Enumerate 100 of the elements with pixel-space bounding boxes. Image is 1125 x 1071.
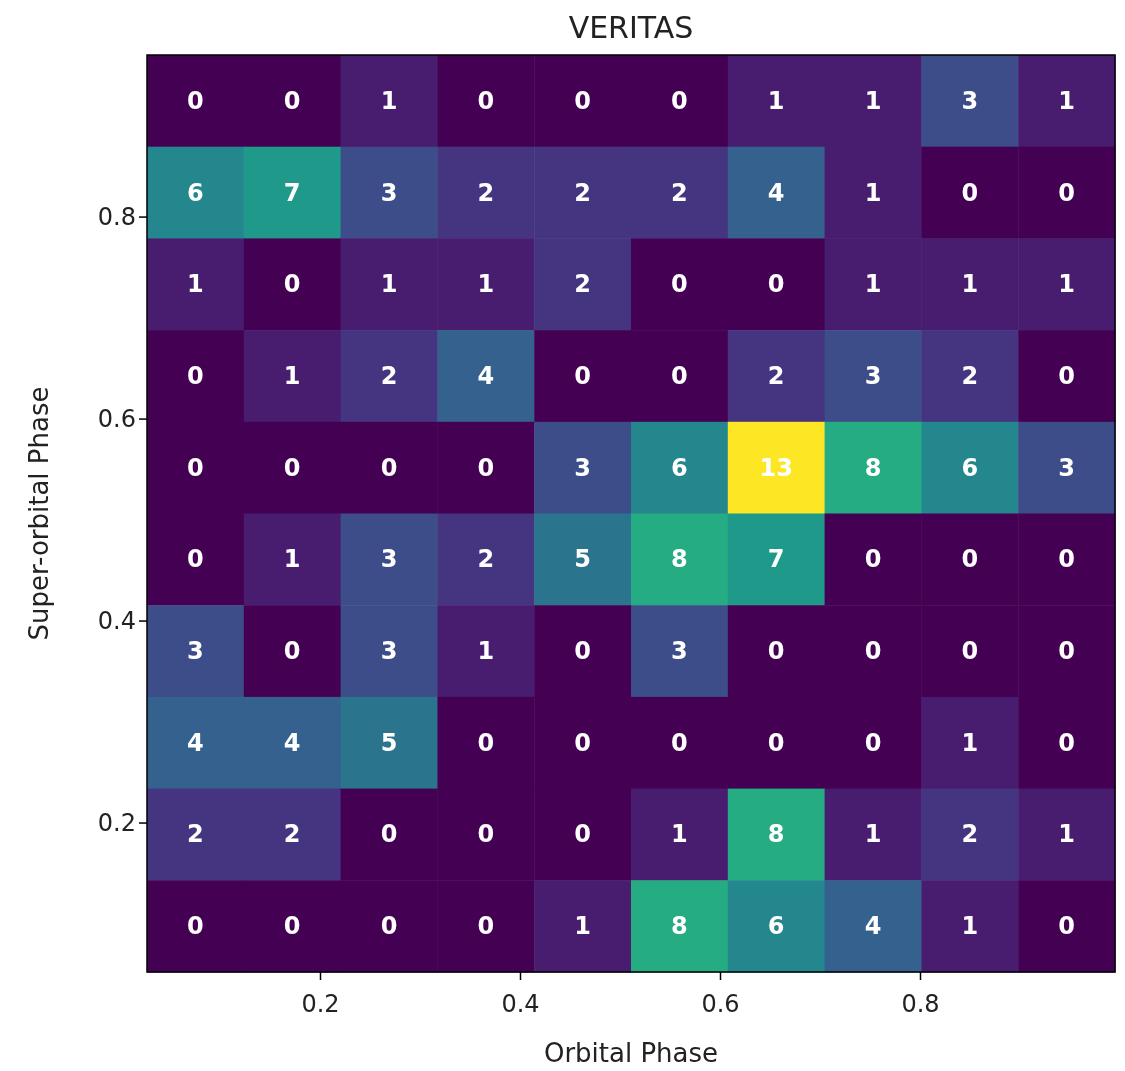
data-label: 2 bbox=[961, 820, 979, 849]
data-label: 0 bbox=[477, 728, 495, 757]
y-tick-label: 0.2 bbox=[97, 808, 136, 837]
data-label: 2 bbox=[283, 820, 301, 849]
data-label: 1 bbox=[283, 545, 301, 574]
data-label: 2 bbox=[574, 178, 591, 207]
data-label: 13 bbox=[759, 453, 793, 482]
x-tick-label: 0.8 bbox=[901, 989, 940, 1018]
data-label: 0 bbox=[671, 728, 688, 757]
data-label: 8 bbox=[767, 820, 785, 849]
data-label: 0 bbox=[1058, 545, 1075, 574]
data-label: 0 bbox=[187, 912, 204, 941]
data-label: 4 bbox=[864, 912, 882, 941]
data-label: 0 bbox=[1058, 178, 1075, 207]
data-label: 0 bbox=[1058, 728, 1075, 757]
data-label: 5 bbox=[574, 545, 591, 574]
data-label: 6 bbox=[961, 453, 979, 482]
data-label: 0 bbox=[380, 453, 398, 482]
data-label: 0 bbox=[574, 728, 591, 757]
x-axis-title: Orbital Phase bbox=[543, 1038, 719, 1068]
data-label: 0 bbox=[187, 453, 204, 482]
data-label: 0 bbox=[187, 361, 204, 390]
data-label: 0 bbox=[767, 270, 785, 299]
data-label: 0 bbox=[283, 453, 301, 482]
data-label: 3 bbox=[380, 637, 398, 666]
data-label: 2 bbox=[767, 361, 785, 390]
data-label: 1 bbox=[767, 86, 785, 115]
data-label: 1 bbox=[574, 912, 591, 941]
data-label: 3 bbox=[864, 361, 882, 390]
x-tick-label: 0.2 bbox=[301, 989, 340, 1018]
data-label: 4 bbox=[283, 728, 301, 757]
data-label: 1 bbox=[671, 820, 688, 849]
data-label: 0 bbox=[864, 728, 882, 757]
data-label: 0 bbox=[187, 545, 204, 574]
data-label: 1 bbox=[477, 637, 495, 666]
data-label: 2 bbox=[574, 270, 591, 299]
data-label: 5 bbox=[380, 728, 398, 757]
data-label: 3 bbox=[380, 178, 398, 207]
data-label: 1 bbox=[961, 270, 979, 299]
data-label: 0 bbox=[767, 637, 785, 666]
data-label: 4 bbox=[187, 728, 204, 757]
data-label: 0 bbox=[767, 728, 785, 757]
data-label: 8 bbox=[671, 545, 688, 574]
y-tick-label: 0.4 bbox=[97, 606, 136, 635]
data-label: 1 bbox=[187, 270, 204, 299]
data-label: 0 bbox=[477, 912, 495, 941]
data-label: 0 bbox=[477, 453, 495, 482]
data-label: 0 bbox=[380, 820, 398, 849]
x-tick-label: 0.4 bbox=[501, 989, 540, 1018]
data-label: 0 bbox=[961, 545, 979, 574]
data-label: 1 bbox=[864, 270, 882, 299]
y-tick-label: 0.6 bbox=[97, 404, 136, 433]
data-label: 1 bbox=[961, 912, 979, 941]
data-label: 0 bbox=[1058, 912, 1075, 941]
data-label: 1 bbox=[864, 820, 882, 849]
data-label: 2 bbox=[187, 820, 204, 849]
data-label: 1 bbox=[1058, 820, 1075, 849]
data-label: 1 bbox=[380, 86, 398, 115]
y-axis-title: Super-orbital Phase bbox=[24, 386, 54, 641]
data-label: 1 bbox=[864, 178, 882, 207]
data-label: 8 bbox=[864, 453, 882, 482]
data-label: 2 bbox=[671, 178, 688, 207]
data-label: 1 bbox=[1058, 270, 1075, 299]
data-label: 1 bbox=[864, 86, 882, 115]
data-label: 4 bbox=[477, 361, 495, 390]
data-label: 1 bbox=[1058, 86, 1075, 115]
data-label: 0 bbox=[574, 820, 591, 849]
data-label: 0 bbox=[961, 178, 979, 207]
data-label: 0 bbox=[380, 912, 398, 941]
data-label: 0 bbox=[671, 361, 688, 390]
data-label: 0 bbox=[477, 86, 495, 115]
data-label: 6 bbox=[767, 912, 785, 941]
data-label: 0 bbox=[574, 86, 591, 115]
data-label: 0 bbox=[187, 86, 204, 115]
data-label: 8 bbox=[671, 912, 688, 941]
data-label: 3 bbox=[187, 637, 204, 666]
data-label: 4 bbox=[767, 178, 785, 207]
data-label: 0 bbox=[1058, 361, 1075, 390]
data-label: 7 bbox=[767, 545, 785, 574]
data-label: 0 bbox=[283, 270, 301, 299]
data-label: 0 bbox=[671, 270, 688, 299]
data-label: 0 bbox=[283, 912, 301, 941]
x-tick-label: 0.6 bbox=[701, 989, 740, 1018]
data-label: 0 bbox=[477, 820, 495, 849]
data-label: 0 bbox=[1058, 637, 1075, 666]
data-label: 2 bbox=[477, 545, 495, 574]
data-label: 0 bbox=[574, 637, 591, 666]
data-label: 1 bbox=[961, 728, 979, 757]
data-label: 1 bbox=[380, 270, 398, 299]
data-label: 3 bbox=[1058, 453, 1075, 482]
data-label: 2 bbox=[380, 361, 398, 390]
data-label: 2 bbox=[961, 361, 979, 390]
data-label: 3 bbox=[671, 637, 688, 666]
y-tick-label: 0.8 bbox=[97, 202, 136, 231]
data-label: 7 bbox=[283, 178, 301, 207]
data-label: 3 bbox=[574, 453, 591, 482]
data-label: 1 bbox=[283, 361, 301, 390]
data-label: 2 bbox=[477, 178, 495, 207]
data-label: 1 bbox=[477, 270, 495, 299]
data-label: 0 bbox=[864, 637, 882, 666]
